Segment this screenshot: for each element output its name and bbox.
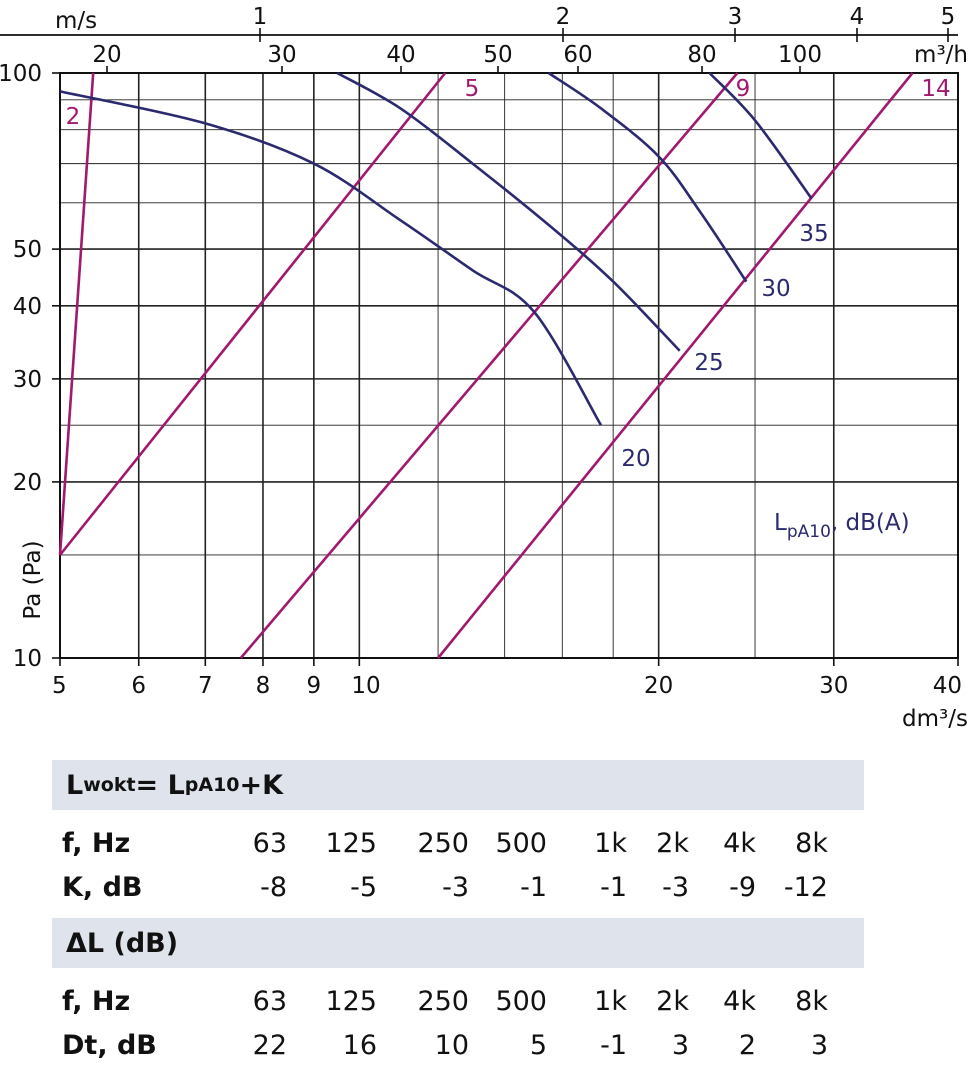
dt-cell: 3 (810, 1030, 828, 1061)
x-tick-label: 6 (131, 673, 146, 699)
m3h-tick-label: 50 (483, 42, 512, 68)
y-tick-label: 40 (13, 294, 42, 320)
damper-line-9 (239, 72, 739, 659)
table1-header-sub1: wokt (83, 774, 136, 796)
table1-header-tail: +K (239, 769, 284, 801)
k-cell: -3 (442, 872, 469, 903)
m3h-tick-label: 100 (778, 42, 822, 68)
damper-line-label: 14 (921, 76, 950, 102)
sound-level-legend: LpA10, dB(A) (774, 510, 910, 542)
m3h-tick-label: 20 (92, 42, 121, 68)
freq-cell: 2k (656, 986, 689, 1017)
dt-cell: 16 (342, 1030, 377, 1061)
freq-cell: 125 (325, 986, 377, 1017)
y-tick-label: 30 (13, 367, 42, 393)
damper-line-label: 9 (736, 76, 751, 102)
flow-chart: 5 6 7 8 9 10 20 30 40 dm³/s 10 20 30 40 50 100 Pa (Pa) m/… (0, 4, 968, 732)
table2-dt-label: Dt, dB (62, 1030, 157, 1061)
freq-cell: 125 (325, 828, 377, 859)
y-axis-label: Pa (Pa) (20, 540, 46, 619)
x-tick-label: 10 (351, 673, 380, 699)
x-tick-label: 40 (933, 673, 962, 699)
table1-header-sub2: pA10 (184, 774, 240, 796)
ms-tick-label: 4 (850, 4, 865, 30)
k-cell: -8 (260, 872, 287, 903)
dt-cell: -1 (600, 1030, 627, 1061)
freq-cell: 63 (252, 828, 287, 859)
freq-cell: 2k (656, 828, 689, 859)
damper-line-label: 5 (465, 76, 480, 102)
freq-cell: 250 (417, 986, 469, 1017)
table1-freq-row: f, Hz 63 125 250 500 1k 2k 4k 8k (52, 822, 864, 866)
dt-cell: 5 (529, 1030, 547, 1061)
table2-freq-label: f, Hz (62, 986, 131, 1017)
m3h-tick-label: 60 (563, 42, 592, 68)
x-tick-label: 8 (256, 673, 271, 699)
fan-curve-30 (547, 71, 748, 283)
m3h-tick-label: 30 (267, 42, 296, 68)
freq-cell: 4k (723, 986, 756, 1017)
fan-curve-25 (336, 71, 681, 352)
table1-k-label: K, dB (62, 872, 143, 903)
ms-tick-label: 1 (253, 4, 268, 30)
x-tick-label: 7 (198, 673, 213, 699)
ms-tick-label: 2 (556, 4, 571, 30)
y-tick-label: 100 (0, 61, 42, 87)
x-tick-label: 5 (52, 673, 67, 699)
m3h-tick-label: 40 (386, 42, 415, 68)
k-cell: -12 (783, 872, 828, 903)
freq-cell: 4k (723, 828, 756, 859)
dt-cell: 3 (671, 1030, 689, 1061)
table2-header: ΔL (dB) (52, 918, 864, 968)
k-cell: -1 (600, 872, 627, 903)
table2-dt-row: Dt, dB 22 16 10 5 -1 3 2 3 (52, 1024, 864, 1068)
ms-tick-label: 3 (728, 4, 743, 30)
table2-freq-row: f, Hz 63 125 250 500 1k 2k 4k 8k (52, 980, 864, 1024)
table2-header-text: ΔL (dB) (66, 927, 179, 959)
freq-cell: 500 (495, 828, 547, 859)
y-tick-label: 20 (13, 470, 42, 496)
top-axis-m3h-label: m³/h (914, 42, 968, 68)
fan-curve-label: 20 (621, 446, 650, 472)
fan-curve-35 (708, 72, 813, 200)
m3h-tick-label: 80 (687, 42, 716, 68)
x-axis-label: dm³/s (902, 706, 968, 732)
y-tick-label: 10 (13, 646, 42, 672)
table1-freq-label: f, Hz (62, 828, 131, 859)
damper-line-5 (58, 72, 447, 556)
fan-curve-label: 35 (799, 221, 828, 247)
damper-line-label: 2 (66, 104, 81, 130)
freq-cell: 1k (594, 986, 627, 1017)
freq-cell: 250 (417, 828, 469, 859)
x-tick-label: 9 (307, 673, 322, 699)
fan-curve-label: 30 (761, 276, 790, 302)
plot-frame (59, 72, 959, 659)
freq-cell: 63 (252, 986, 287, 1017)
y-tick-label: 50 (13, 237, 42, 263)
table1-k-row: K, dB -8 -5 -3 -1 -1 -3 -9 -12 (52, 866, 864, 910)
table1-header-mid: = L (135, 769, 185, 801)
fan-curve-label: 25 (694, 350, 723, 376)
k-cell: -9 (729, 872, 756, 903)
k-cell: -3 (662, 872, 689, 903)
fan-curve-20 (59, 90, 603, 426)
x-tick-label: 30 (819, 673, 848, 699)
damper-line-2 (58, 72, 95, 556)
dt-cell: 10 (434, 1030, 469, 1061)
freq-cell: 1k (594, 828, 627, 859)
freq-cell: 500 (495, 986, 547, 1017)
dt-cell: 22 (252, 1030, 287, 1061)
freq-cell: 8k (795, 986, 828, 1017)
ms-tick-label: 5 (941, 4, 956, 30)
x-tick-label: 20 (644, 673, 673, 699)
dt-cell: 2 (738, 1030, 756, 1061)
table1-header-l: L (66, 769, 84, 801)
freq-cell: 8k (795, 828, 828, 859)
k-cell: -5 (350, 872, 377, 903)
top-axis-ms-label: m/s (55, 8, 97, 34)
k-cell: -1 (520, 872, 547, 903)
damper-line-14 (437, 72, 914, 659)
